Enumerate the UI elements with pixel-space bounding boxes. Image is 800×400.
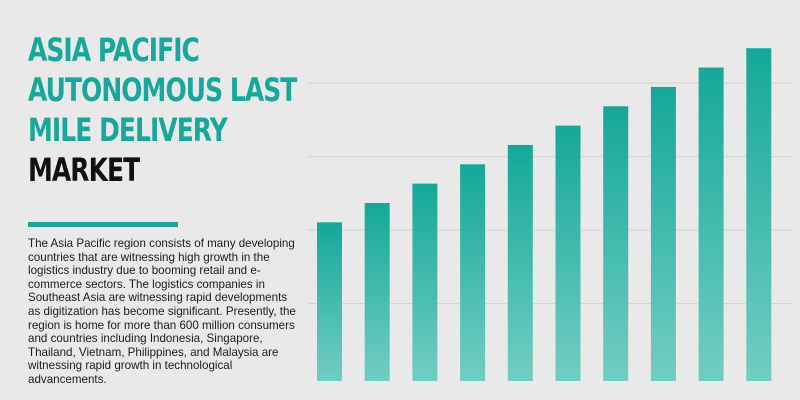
bar-2 <box>364 203 390 381</box>
bar-10 <box>746 48 772 381</box>
title-line-1: ASIA PACIFIC <box>28 31 200 69</box>
chart-bars <box>317 48 772 382</box>
title-line-4: MARKET <box>28 151 140 189</box>
bar-6 <box>555 125 581 381</box>
bar-chart <box>308 48 792 382</box>
description-text: The Asia Pacific region consists of many… <box>28 237 296 386</box>
bar-7 <box>603 106 629 382</box>
bar-3 <box>412 183 438 381</box>
bar-4 <box>460 164 486 381</box>
bar-5 <box>507 144 533 381</box>
bar-8 <box>650 86 676 382</box>
title-line-2: AUTONOMOUS LAST <box>28 71 297 109</box>
bar-9 <box>698 67 724 381</box>
bar-1 <box>317 222 342 381</box>
title-underline <box>28 222 178 227</box>
title-block: ASIA PACIFIC AUTONOMOUS LAST MILE DELIVE… <box>28 30 298 190</box>
title-line-3: MILE DELIVERY <box>28 111 228 149</box>
